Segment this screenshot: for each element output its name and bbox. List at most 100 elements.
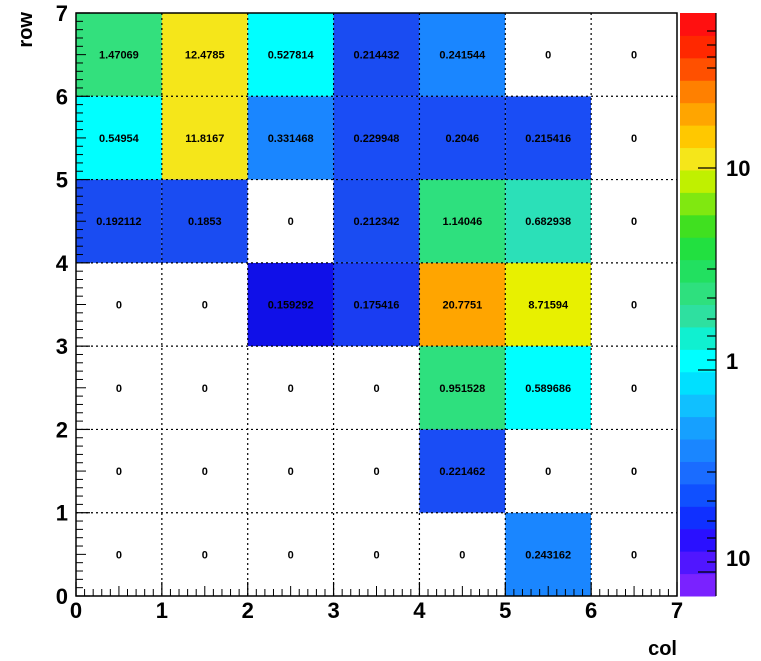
y-tick-label: 7 (56, 1, 68, 26)
heatmap-cell (591, 96, 677, 180)
y-tick-label: 2 (56, 417, 68, 442)
heatmap-cell (161, 96, 248, 180)
heatmap-cell (591, 179, 677, 263)
cell-value-labels: 0 0 0 0 0 0.243162 0 0 0 0 0 0.221462 0 0 0 0 0 0 0.951528… (96, 50, 637, 562)
palette-swatch (680, 80, 716, 104)
heatmap-cell (419, 179, 506, 263)
heatmap-cell (333, 512, 420, 596)
palette-label: 1 (726, 349, 738, 374)
heatmap-cell (161, 179, 248, 263)
cell-value-label: 0 (116, 383, 122, 395)
cell-value-label: 0 (202, 383, 208, 395)
x-tick-label: 4 (413, 598, 426, 623)
heatmap-cell (419, 429, 506, 513)
cell-value-label: 0 (545, 50, 551, 62)
cell-value-label: 0 (631, 50, 637, 62)
cell-value-label: 0.159292 (268, 300, 314, 312)
y-tick-label: 3 (56, 334, 68, 359)
axis-ticks (75, 12, 678, 597)
heatmap-cell (161, 512, 248, 596)
cell-value-label: 0.243162 (525, 549, 571, 561)
cell-value-label: 0.229948 (354, 133, 400, 145)
axis-tick-labels: 0 1 2 3 4 5 6 7 0 1 2 3 4 5 6 7 (56, 1, 683, 623)
y-tick-label: 4 (56, 251, 69, 276)
x-tick-label: 1 (156, 598, 168, 623)
cell-value-label: 0.215416 (525, 133, 571, 145)
cell-value-label: 0.2046 (446, 133, 480, 145)
cell-value-label: 1.47069 (99, 50, 139, 62)
grid-lines (76, 13, 677, 596)
palette-swatch (680, 169, 716, 193)
palette-swatch (680, 573, 716, 597)
x-tick-label: 7 (671, 598, 683, 623)
palette-swatch (680, 102, 716, 126)
palette-swatch (680, 551, 716, 575)
cell-value-label: 0 (545, 466, 551, 478)
cell-value-label: 0 (631, 216, 637, 228)
palette-swatch (680, 416, 716, 440)
heatmap-cell (247, 512, 334, 596)
cell-value-label: 1.14046 (442, 216, 482, 228)
x-tick-label: 3 (327, 598, 339, 623)
heatmap-cell (76, 96, 162, 180)
palette-swatch (680, 282, 716, 305)
palette-swatch (680, 461, 716, 485)
cell-value-label: 8.71594 (528, 300, 569, 312)
cell-value-label: 0.527814 (268, 50, 315, 62)
y-tick-label: 6 (56, 84, 68, 109)
cell-value-label: 0 (288, 549, 294, 561)
heatmap-cell (76, 262, 162, 347)
cell-value-label: 0.1853 (188, 216, 222, 228)
palette-swatch (680, 528, 716, 552)
palette-swatch (680, 13, 716, 36)
heatmap-cell (76, 429, 162, 513)
palette-swatch (680, 506, 716, 530)
palette-swatch (680, 483, 716, 507)
palette-swatch (680, 371, 716, 395)
palette-swatch (680, 214, 716, 238)
heatmap-cell (76, 512, 162, 596)
cell-value-label: 0 (288, 216, 294, 228)
cell-value-label: 0 (631, 133, 637, 145)
heatmap-cell (76, 179, 162, 263)
heatmap-cell (247, 96, 334, 180)
cell-value-label: 0 (288, 466, 294, 478)
palette-swatch (680, 349, 716, 373)
heatmap-cell (333, 262, 420, 347)
heatmap-cell (333, 346, 420, 430)
palette-swatch (680, 259, 716, 283)
heatmap-cell (505, 429, 592, 513)
heatmap-cell (505, 346, 592, 430)
heatmap-cell (247, 179, 334, 263)
heatmap-cell (505, 179, 592, 263)
cell-value-label: 0 (631, 466, 637, 478)
palette-swatch (680, 125, 716, 149)
cell-value-label: 0 (116, 466, 122, 478)
cell-value-label: 0 (631, 383, 637, 395)
heatmap-cell (419, 512, 506, 596)
cell-value-label: 0 (202, 300, 208, 312)
palette-swatch (680, 57, 716, 81)
cell-value-label: 0.331468 (268, 133, 314, 145)
heatmap-cell (419, 13, 506, 97)
palette-swatch (680, 394, 716, 418)
cell-value-label: 0 (202, 549, 208, 561)
x-tick-label: 0 (70, 598, 82, 623)
cell-value-label: 0 (459, 549, 465, 561)
heatmap-cell (591, 346, 677, 430)
cell-value-label: 20.7751 (442, 300, 482, 312)
cell-value-label: 0 (373, 549, 379, 561)
heatmap-cell (161, 13, 248, 97)
heatmap-cell (76, 346, 162, 430)
cell-value-label: 0.54954 (99, 133, 140, 145)
palette-label: 10 (726, 156, 750, 181)
x-tick-label: 2 (242, 598, 254, 623)
cell-value-label: 0.214432 (354, 50, 400, 62)
heatmap-cell (333, 429, 420, 513)
x-axis-title: col (648, 638, 677, 660)
cell-value-label: 0.221462 (439, 466, 485, 478)
heatmap-cell (333, 96, 420, 180)
cell-value-label: 0.682938 (525, 216, 571, 228)
